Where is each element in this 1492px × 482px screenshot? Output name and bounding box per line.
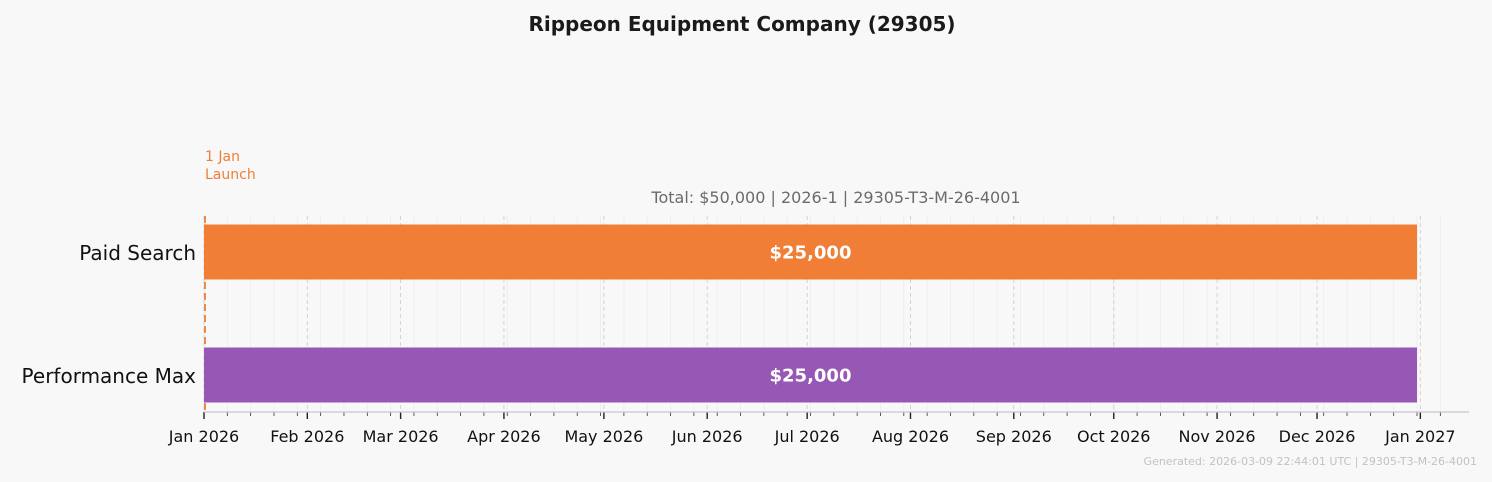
launch-annotation-label: Launch [205,167,256,183]
launch-annotation-date: 1 Jan [205,149,240,165]
x-tick-label: Oct 2026 [1077,427,1150,446]
paid-search-category-label: Paid Search [79,241,196,265]
chart-title: Rippeon Equipment Company (29305) [528,12,955,36]
x-tick-label: Jan 2027 [1384,427,1455,446]
x-tick-label: Sep 2026 [976,427,1052,446]
x-tick-label: Dec 2026 [1279,427,1356,446]
bars-layer: $25,000 Paid Search $25,000 Performance Max [22,224,1418,403]
paid-search-value-label: $25,000 [770,243,852,264]
x-tick-label: Nov 2026 [1179,427,1256,446]
x-tick-label: May 2026 [564,427,643,446]
chart-subtitle: Total: $50,000 | 2026-1 | 29305-T3-M-26-… [650,188,1020,207]
performance-max-value-label: $25,000 [770,366,852,387]
x-tick-label: Jul 2026 [774,427,840,446]
x-tick-label: Mar 2026 [363,427,439,446]
paid-search-bar [204,224,1418,280]
axis-layer: Jan 2026 Feb 2026 Mar 2026 Apr 2026 May 2026… [168,411,1469,446]
x-tick-label: Jan 2026 [168,427,239,446]
x-tick-label: Apr 2026 [467,427,540,446]
x-tick-label: Jun 2026 [671,427,743,446]
x-tick-label: Feb 2026 [270,427,344,446]
performance-max-category-label: Performance Max [22,364,197,388]
generated-footer: Generated: 2026-03-09 22:44:01 UTC | 293… [1144,455,1477,468]
x-tick-label: Aug 2026 [872,427,949,446]
performance-max-bar [204,347,1418,403]
